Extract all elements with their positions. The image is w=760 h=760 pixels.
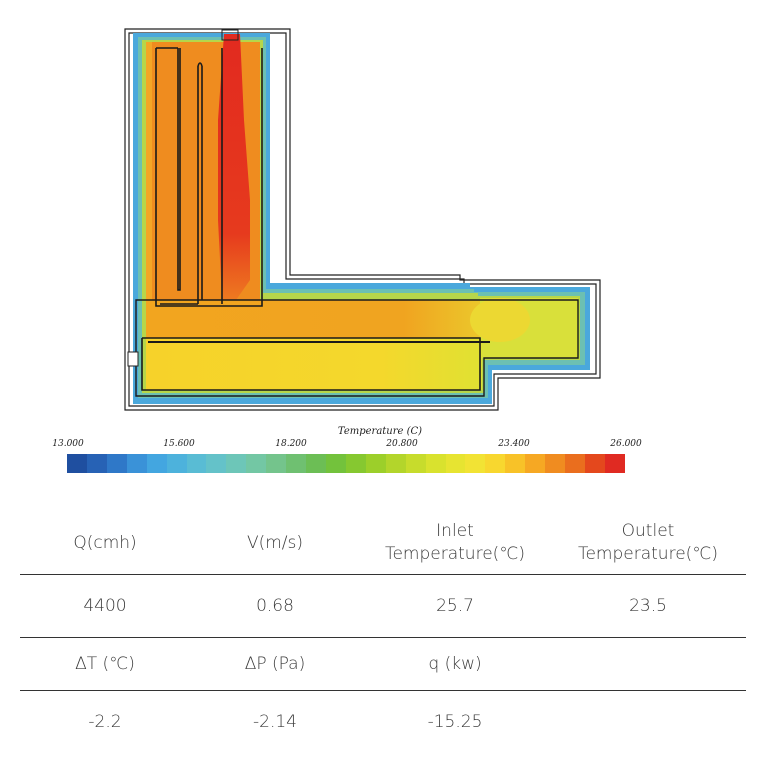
legend-tick: 13.000: [52, 439, 84, 449]
outlet-temperature-value: 23.5: [550, 574, 746, 638]
delta-p-value: -2.14: [253, 711, 297, 732]
color-scale-segment: [365, 454, 386, 473]
color-scale-segment: [405, 454, 426, 473]
color-scale-segment: [246, 454, 267, 473]
color-scale-segment: [505, 454, 526, 473]
outer-wall-outline: [124, 28, 601, 411]
color-scale-segment: [206, 454, 227, 473]
legend-tick: 23.400: [498, 439, 530, 449]
empty-cell: [550, 691, 746, 754]
internal-partitions: [135, 47, 579, 397]
color-scale-segment: [186, 454, 207, 473]
side-opening: [127, 351, 139, 367]
color-scale-segment: [385, 454, 406, 473]
color-scale-segment: [306, 454, 326, 473]
color-scale-segment: [525, 454, 546, 473]
flow-rate-value: 4400: [20, 574, 190, 638]
color-scale-segment: [604, 454, 625, 473]
table-header-row: ΔT (℃) ΔP (Pa) q (kw): [20, 637, 746, 691]
color-scale-segment: [325, 454, 346, 473]
color-scale-segment: [67, 454, 87, 473]
legend-tick: 20.800: [386, 439, 418, 449]
inlet-temperature-value: 25.7: [360, 574, 550, 638]
color-scale-segment: [565, 454, 585, 473]
color-scale-segment: [286, 454, 307, 473]
color-scale-segment: [445, 454, 466, 473]
bottom-corridor-region: [146, 338, 482, 390]
delta-t-value: -2.2: [88, 711, 122, 732]
legend-tick: 26.000: [610, 439, 642, 449]
color-scale-segment: [226, 454, 247, 473]
color-scale-bar: [67, 454, 625, 473]
color-scale-segment: [126, 454, 147, 473]
legend-title: Temperature (C): [337, 426, 423, 437]
results-table: Q(cmh) V(m/s) Inlet Temperature(℃) Outle…: [20, 512, 746, 753]
left-column-edge: [146, 42, 152, 304]
legend-tick: 18.200: [275, 439, 307, 449]
inlet-duct-frame: [221, 29, 239, 41]
header-delta-p: ΔP (Pa): [190, 637, 360, 691]
color-scale-segment: [345, 454, 366, 473]
color-scale-segment: [146, 454, 167, 473]
velocity-value: 0.68: [190, 574, 360, 638]
empty-cell: [550, 637, 746, 691]
table-header-row: Q(cmh) V(m/s) Inlet Temperature(℃) Outle…: [20, 512, 746, 575]
header-delta-t: ΔT (℃): [20, 637, 190, 691]
color-scale-segment: [166, 454, 187, 473]
inlet-jet-plume: [218, 34, 250, 300]
color-scale-segment: [465, 454, 486, 473]
header-inlet-temperature: Inlet Temperature(℃): [360, 512, 550, 575]
color-scale-segment: [106, 454, 127, 473]
color-scale-segment: [485, 454, 506, 473]
legend-tick: 15.600: [163, 439, 195, 449]
header-flow-rate: Q(cmh): [20, 512, 190, 575]
color-scale-segment: [545, 454, 566, 473]
temperature-contour-plot: [124, 28, 601, 411]
header-heat-load: q (kw): [360, 637, 550, 691]
color-scale-segment: [584, 454, 605, 473]
table-row: 4400 0.68 25.7 23.5: [20, 574, 746, 638]
header-velocity: V(m/s): [190, 512, 360, 575]
table-row: -2.2 -2.14 -15.25: [20, 691, 746, 754]
color-scale-segment: [266, 454, 287, 473]
right-end-warm-spot: [470, 298, 530, 342]
heat-load-value: -15.25: [427, 711, 483, 732]
header-outlet-temperature: Outlet Temperature(℃): [550, 512, 746, 575]
color-scale-segment: [86, 454, 107, 473]
color-scale-segment: [425, 454, 446, 473]
